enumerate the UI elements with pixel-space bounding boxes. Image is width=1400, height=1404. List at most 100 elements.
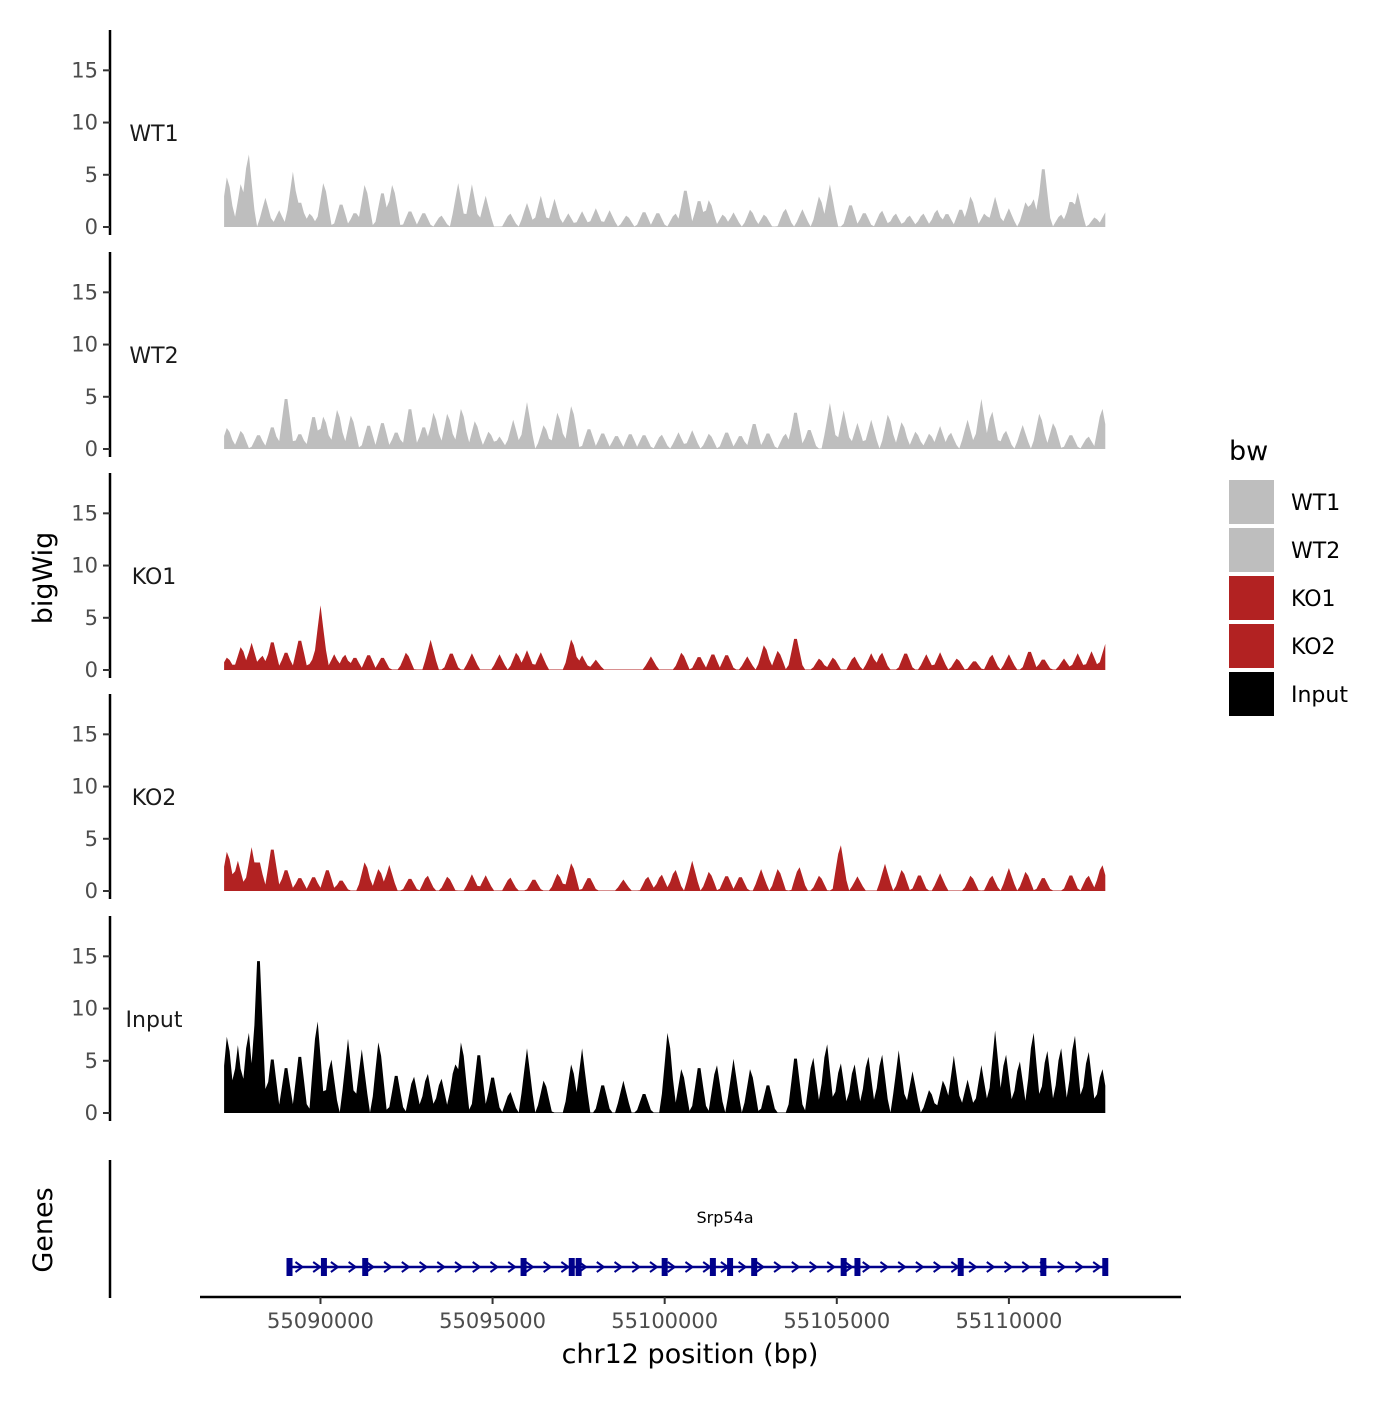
y-tick-label: 0 (85, 879, 98, 903)
track-panel-input: 0 5 10 15 Input (71, 916, 1106, 1125)
y-tick-label: 0 (85, 658, 98, 682)
exon-block (286, 1258, 293, 1276)
strand-arrow (348, 1261, 358, 1273)
track-label-input: Input (126, 1008, 183, 1033)
strand-arrow (436, 1261, 446, 1273)
exon-block (661, 1258, 668, 1276)
x-tick-label: 55110000 (955, 1309, 1062, 1333)
strand-arrow (489, 1261, 500, 1273)
track-panel-ko2: 0 5 10 15 KO2 (71, 694, 1106, 903)
legend-swatch-ko2 (1229, 624, 1274, 668)
gene-name-label: Srp54a (696, 1208, 753, 1227)
strand-arrow (472, 1261, 482, 1273)
strand-arrow (330, 1261, 340, 1273)
strand-arrow (401, 1261, 411, 1273)
track-panel-wt1: 0 5 10 15 WT1 (71, 30, 1106, 239)
strand-arrow (968, 1261, 978, 1273)
strand-arrow (897, 1261, 907, 1273)
strand-arrow (667, 1261, 677, 1273)
legend: bw WT1 WT2 KO1 KO2 Input (1229, 436, 1348, 716)
legend-label-ko2: KO2 (1291, 635, 1336, 660)
strand-arrow (383, 1261, 393, 1273)
y-tick-label: 5 (85, 606, 98, 630)
strand-arrow (365, 1261, 376, 1273)
y-tick-label: 15 (71, 58, 98, 82)
track-label-wt1: WT1 (129, 122, 178, 147)
legend-swatch-ko1 (1229, 576, 1274, 620)
legend-label-input: Input (1291, 683, 1348, 708)
strand-arrow (613, 1261, 624, 1273)
y-tick-label: 15 (71, 280, 98, 304)
strand-arrow (1074, 1261, 1085, 1273)
strand-arrow (507, 1261, 517, 1273)
coverage-area-ko2 (224, 845, 1106, 891)
x-tick-label: 55100000 (611, 1309, 718, 1333)
strand-arrow (1092, 1261, 1102, 1273)
legend-label-wt2: WT2 (1291, 539, 1340, 564)
track-panels: 0 5 10 15 WT1 0 5 10 15 WT2 0 5 10 15 KO1 0 5 10 15 KO2 0 5 10… (71, 30, 1106, 1125)
exon-block (727, 1258, 734, 1276)
track-label-ko1: KO1 (132, 565, 177, 590)
exon-block (568, 1258, 575, 1276)
strand-arrow (844, 1261, 854, 1273)
legend-swatch-wt1 (1229, 480, 1274, 524)
y-tick-label: 15 (71, 722, 98, 746)
strand-arrow (684, 1261, 695, 1273)
strand-arrow (649, 1261, 659, 1273)
y-tick-label: 5 (85, 385, 98, 409)
exon-block (709, 1258, 716, 1276)
y-tick-label: 5 (85, 827, 98, 851)
exon-block (362, 1258, 369, 1276)
strand-arrow (418, 1261, 429, 1273)
legend-title: bw (1229, 436, 1268, 467)
y-tick-label: 0 (85, 215, 98, 239)
strand-arrow (596, 1261, 606, 1273)
strand-arrow (791, 1261, 801, 1273)
strand-arrow (1057, 1261, 1067, 1273)
strand-arrow (915, 1261, 925, 1273)
strand-arrow (826, 1261, 836, 1273)
x-tick-label: 55095000 (439, 1309, 546, 1333)
strand-arrow (933, 1261, 943, 1273)
strand-arrow (560, 1261, 571, 1273)
legend-swatch-input (1229, 672, 1274, 716)
exon-block (1040, 1258, 1047, 1276)
strand-arrow (312, 1261, 322, 1273)
strand-arrow (1003, 1261, 1014, 1273)
gene-track-title: Genes (28, 1187, 59, 1272)
exon-block (1102, 1258, 1109, 1276)
legend-label-ko1: KO1 (1291, 587, 1336, 612)
x-axis: chr12 position (bp) 55090000 55095000 5510… (200, 1295, 1181, 1370)
coverage-area-ko1 (224, 605, 1106, 670)
strand-arrow (454, 1261, 464, 1273)
x-tick-label: 55105000 (783, 1309, 890, 1333)
strand-arrow (631, 1261, 641, 1273)
coverage-area-input (224, 961, 1106, 1113)
y-tick-label: 15 (71, 501, 98, 525)
strand-arrow (543, 1261, 553, 1273)
exon-block (751, 1258, 758, 1276)
y-tick-label: 10 (71, 775, 98, 799)
coverage-area-wt1 (224, 154, 1106, 227)
strand-arrow (862, 1261, 872, 1273)
strand-arrow (808, 1261, 819, 1273)
track-label-ko2: KO2 (132, 786, 177, 811)
y-tick-label: 10 (71, 111, 98, 135)
x-axis-title: chr12 position (bp) (562, 1339, 819, 1370)
exon-block (520, 1258, 527, 1276)
coverage-area-wt2 (224, 398, 1106, 449)
strand-arrow (738, 1261, 748, 1273)
track-panel-ko1: 0 5 10 15 KO1 (71, 473, 1106, 682)
y-tick-label: 10 (71, 333, 98, 357)
y-tick-label: 10 (71, 997, 98, 1021)
y-tick-label: 0 (85, 1101, 98, 1125)
legend-label-wt1: WT1 (1291, 491, 1340, 516)
y-tick-label: 10 (71, 554, 98, 578)
exon-block (575, 1258, 582, 1276)
y-tick-label: 15 (71, 944, 98, 968)
exon-block (957, 1258, 964, 1276)
strand-arrow (525, 1261, 535, 1273)
track-label-wt2: WT2 (129, 344, 178, 369)
